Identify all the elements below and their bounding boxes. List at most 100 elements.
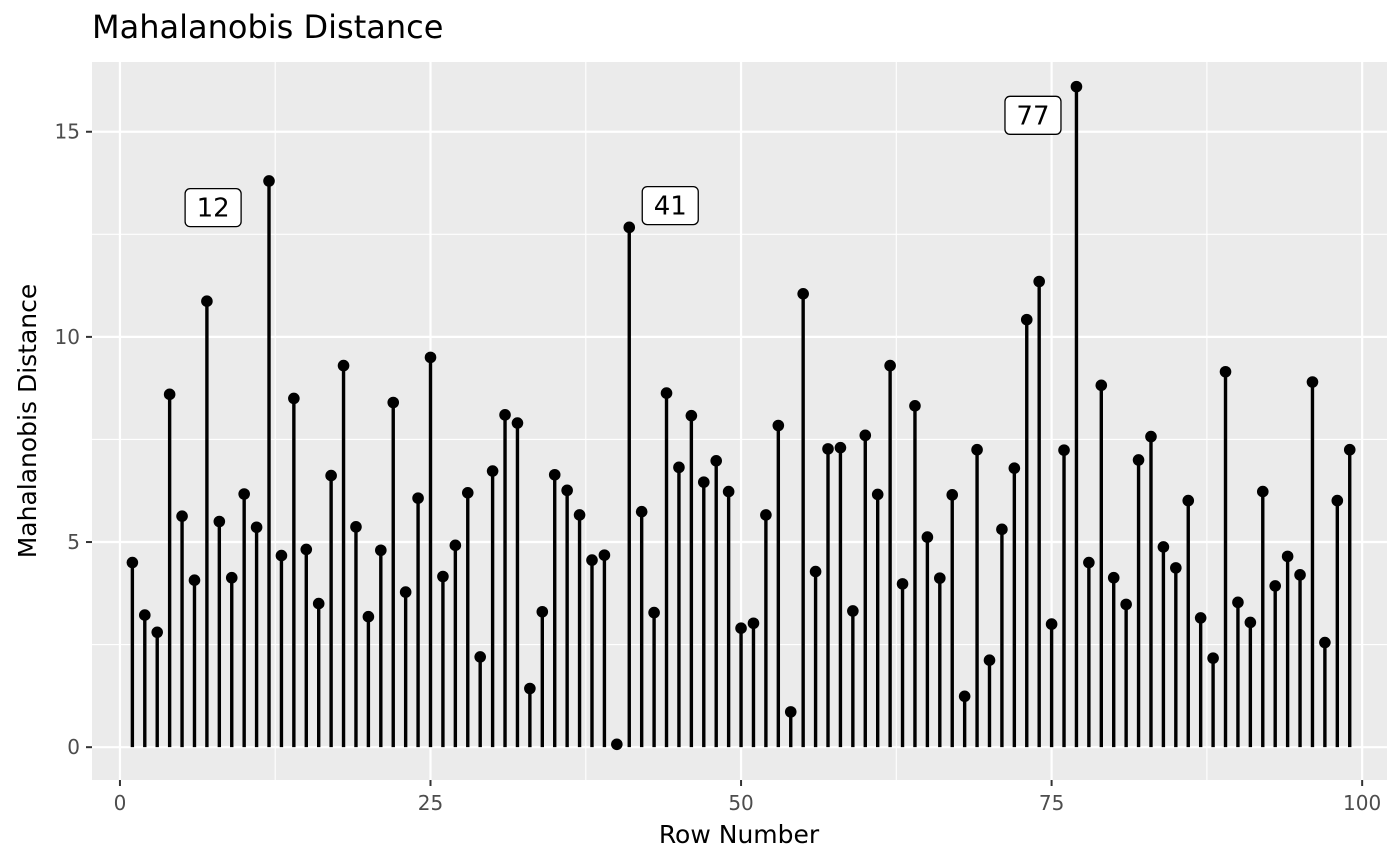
annotations: 12 41 77 — [184, 95, 1062, 228]
chart-title: Mahalanobis Distance — [92, 8, 444, 46]
annotation-label: 41 — [641, 185, 699, 226]
data-point — [1120, 598, 1132, 611]
data-point — [449, 539, 462, 552]
data-point — [847, 605, 859, 617]
data-point — [163, 388, 176, 401]
data-point — [486, 465, 499, 477]
stems — [130, 86, 1352, 748]
x-axis-ticks: 0 25 50 75 100 — [114, 780, 1381, 815]
data-point — [312, 597, 325, 610]
y-axis-ticks: 0 5 10 15 — [55, 120, 92, 759]
data-point — [909, 400, 921, 412]
data-point — [561, 484, 573, 497]
data-point — [685, 409, 698, 422]
data-point — [138, 609, 151, 621]
data-point — [1244, 616, 1257, 629]
data-point — [1008, 462, 1021, 474]
data-point — [238, 488, 250, 500]
data-point — [412, 492, 424, 504]
data-point — [971, 443, 983, 456]
data-point — [188, 574, 201, 586]
data-point — [958, 690, 971, 703]
data-point — [598, 549, 611, 561]
data-point — [884, 359, 896, 372]
data-point — [176, 510, 188, 522]
data-point — [760, 509, 772, 521]
annotation-box — [184, 188, 242, 228]
data-point — [772, 419, 785, 432]
data-point — [648, 606, 660, 619]
data-point — [548, 468, 561, 481]
data-point — [524, 682, 536, 695]
data-point — [461, 487, 474, 499]
data-point — [1331, 494, 1344, 507]
data-point — [1256, 485, 1269, 498]
data-point — [350, 521, 362, 533]
data-point — [722, 485, 735, 498]
y-tick-label: 15 — [55, 120, 80, 144]
data-point — [983, 654, 996, 666]
data-point — [697, 476, 710, 488]
data-point — [1170, 562, 1182, 574]
annotation-text: 12 — [197, 194, 230, 224]
data-point — [1033, 275, 1045, 288]
data-point — [797, 288, 809, 300]
data-point — [1182, 494, 1195, 507]
data-point — [1045, 618, 1058, 630]
annotation-label: 12 — [184, 188, 242, 228]
data-point — [859, 429, 872, 442]
data-point — [1095, 379, 1108, 392]
data-point — [375, 544, 387, 557]
data-point — [921, 531, 934, 543]
data-point — [126, 556, 139, 569]
data-point — [424, 351, 437, 364]
data-point — [784, 706, 797, 718]
y-axis-title: Mahalanobis Distance — [13, 284, 42, 559]
annotation-text: 77 — [1016, 101, 1049, 131]
data-point — [300, 543, 313, 556]
data-point — [573, 509, 586, 521]
data-point — [362, 610, 375, 623]
data-point — [809, 565, 822, 578]
data-point — [536, 605, 549, 618]
data-point — [673, 461, 685, 474]
data-point — [325, 469, 337, 482]
annotation-box — [641, 185, 699, 226]
data-point — [1319, 636, 1331, 649]
data-point — [822, 443, 834, 455]
x-tick-label: 50 — [728, 791, 753, 815]
data-point — [934, 572, 946, 584]
y-tick-label: 0 — [67, 735, 80, 759]
data-point — [201, 295, 213, 307]
data-point — [1145, 430, 1157, 443]
data-point — [1058, 444, 1070, 456]
data-point — [896, 578, 909, 590]
data-point — [275, 549, 288, 562]
y-tick-label: 5 — [67, 530, 80, 554]
data-point — [871, 488, 884, 501]
data-point — [834, 441, 847, 454]
data-point — [1194, 612, 1207, 624]
data-point — [213, 515, 226, 528]
data-point — [735, 622, 747, 634]
data-point — [499, 409, 511, 421]
data-point — [337, 359, 350, 372]
data-point — [1020, 313, 1033, 326]
data-point — [399, 586, 412, 598]
y-tick-label: 10 — [55, 325, 80, 349]
x-tick-label: 25 — [418, 791, 443, 815]
data-point — [387, 396, 400, 409]
x-axis-title: Row Number — [659, 820, 820, 849]
annotation-text: 41 — [654, 192, 687, 222]
data-point — [623, 221, 636, 234]
data-point — [710, 454, 723, 467]
data-point — [635, 505, 648, 518]
data-point — [250, 521, 263, 534]
x-tick-label: 75 — [1039, 791, 1064, 815]
data-point — [1306, 376, 1319, 388]
data-point — [747, 617, 760, 630]
data-point — [586, 554, 598, 566]
annotation-label: 77 — [1004, 95, 1062, 135]
data-point — [437, 570, 449, 583]
